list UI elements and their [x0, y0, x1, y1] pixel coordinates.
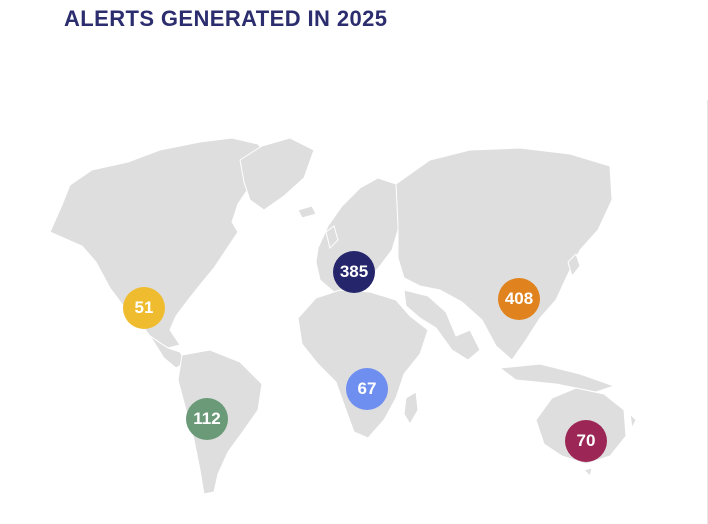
- greenland-landmass: [239, 137, 315, 211]
- madagascar-landmass: [403, 391, 419, 425]
- japan-landmass: [567, 253, 581, 278]
- alert-bubble-asia[interactable]: 408: [498, 278, 540, 320]
- africa-landmass: [297, 289, 429, 439]
- alert-count-north-america: 51: [134, 298, 154, 317]
- alert-bubble-europe[interactable]: 385: [333, 251, 375, 293]
- alert-count-europe: 385: [339, 262, 369, 281]
- iceland-landmass: [297, 205, 317, 219]
- alert-bubble-africa[interactable]: 67: [346, 368, 388, 410]
- page-title: ALERTS GENERATED IN 2025: [64, 6, 388, 31]
- tasmania-landmass: [583, 467, 593, 477]
- alert-count-asia: 408: [504, 289, 534, 308]
- alert-count-africa: 67: [357, 379, 377, 398]
- asia-landmass: [395, 147, 613, 361]
- alert-count-oceania: 70: [576, 431, 596, 450]
- south-asia-landmass: [403, 289, 481, 361]
- new-zealand-landmass: [629, 412, 637, 430]
- alert-bubble-south-america[interactable]: 112: [186, 398, 228, 440]
- uk-landmass: [325, 225, 339, 249]
- alert-count-south-america: 112: [193, 409, 221, 428]
- alert-bubble-oceania[interactable]: 70: [565, 420, 607, 462]
- indonesia-landmass: [498, 363, 616, 393]
- alert-bubble-north-america[interactable]: 51: [123, 287, 165, 329]
